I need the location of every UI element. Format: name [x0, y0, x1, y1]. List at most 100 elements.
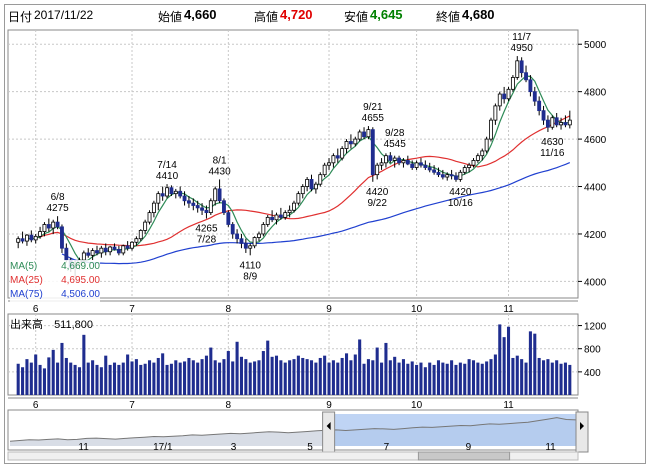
volume-bar: [345, 353, 349, 395]
volume-bar: [555, 360, 559, 395]
volume-bar: [235, 341, 239, 395]
volume-bar: [309, 360, 314, 395]
candle-body: [95, 250, 99, 254]
annotation-label: 7/14: [157, 160, 177, 171]
candle-body: [467, 164, 472, 168]
annotation-label: 4630: [541, 137, 564, 148]
candle-body: [309, 179, 314, 190]
volume-bar: [244, 359, 248, 395]
candle-body: [379, 162, 384, 166]
volume-title-value: 511,800: [54, 319, 94, 331]
volume-bar: [261, 351, 265, 395]
volume-bar: [428, 362, 432, 395]
annotation-label: 4275: [46, 203, 69, 214]
volume-bar: [393, 356, 397, 395]
volume-bar: [25, 359, 29, 395]
volume-bar: [362, 363, 366, 395]
price-month-label: 9: [326, 304, 332, 315]
volume-bar: [248, 362, 252, 395]
candle-body: [375, 164, 380, 176]
volume-bar: [204, 355, 208, 395]
candle-body: [257, 233, 261, 238]
volume-bar: [340, 357, 344, 395]
volume-bar: [21, 367, 25, 395]
volume-bar: [253, 361, 257, 395]
candle-body: [191, 202, 196, 206]
volume-bar: [82, 334, 86, 395]
candle-body: [388, 155, 393, 161]
overview-right-handle[interactable]: [575, 411, 589, 453]
overview-left-handle[interactable]: [322, 411, 336, 453]
volume-bar: [91, 360, 95, 395]
volume-bar: [450, 360, 454, 395]
volume-bar: [112, 362, 117, 395]
volume-bar: [279, 360, 283, 395]
candle-body: [99, 247, 104, 254]
candle-body: [384, 155, 388, 164]
ma25-line: [31, 115, 571, 247]
volume-bar: [283, 362, 287, 395]
ma-legend-item: MA(5) 4,669.00: [10, 260, 100, 274]
volume-bar: [143, 363, 147, 395]
candle-body: [340, 148, 345, 159]
annotation-label: 4410: [156, 171, 179, 182]
candle-body: [195, 205, 200, 209]
candle-body: [419, 162, 423, 166]
volume-bar: [104, 355, 108, 395]
candle-body: [261, 224, 266, 235]
annotation-label: 8/9: [243, 271, 257, 282]
candle-body: [90, 250, 95, 256]
open-label: 始値: [158, 10, 183, 24]
candle-body: [226, 212, 231, 225]
high-label: 高値: [254, 10, 279, 24]
volume-bar: [69, 362, 73, 395]
volume-bar: [34, 354, 38, 395]
candle-body: [524, 72, 528, 81]
annotation-label: 4420: [366, 187, 389, 198]
overview-scrollbar-thumb[interactable]: [417, 451, 511, 461]
candle-body: [405, 160, 410, 165]
annotation-label: 10/16: [448, 198, 473, 209]
annotation-label: 4545: [384, 139, 407, 150]
candle-body: [519, 60, 524, 74]
volume-bar: [493, 354, 497, 395]
candle-body: [532, 91, 537, 102]
volume-bar: [388, 360, 392, 395]
volume-bar: [546, 359, 550, 395]
candle-body: [427, 167, 432, 171]
annotation-label: 4655: [362, 113, 385, 124]
candle-body: [16, 238, 21, 243]
candle-body: [248, 245, 253, 249]
candle-body: [410, 163, 415, 168]
candle-body: [392, 157, 397, 161]
volume-bar: [270, 356, 274, 395]
candle-body: [550, 117, 555, 128]
candle-body: [46, 224, 51, 229]
ma-legend-label: MA(25): [10, 275, 43, 286]
volume-bar: [397, 362, 401, 395]
volume-bar: [95, 364, 99, 395]
candle-body: [151, 202, 156, 214]
volume-bar: [296, 355, 300, 395]
volume-bar: [161, 353, 165, 395]
candle-body: [353, 138, 358, 145]
candle-body: [38, 231, 43, 237]
volume-bar: [47, 357, 51, 395]
volume-bar: [86, 362, 90, 395]
candle-body: [130, 241, 134, 249]
candle-body: [541, 110, 546, 121]
candle-body: [440, 174, 445, 178]
volume-bar: [528, 331, 532, 395]
price-month-label: 10: [411, 304, 423, 315]
volume-bar: [77, 367, 82, 395]
volume-bar: [231, 361, 235, 395]
candle-body: [313, 183, 318, 190]
candle-body: [300, 186, 305, 195]
volume-bar: [301, 357, 305, 395]
annotation-label: 4950: [511, 43, 534, 54]
candle-body: [252, 237, 257, 247]
volume-bar: [511, 357, 515, 395]
candle-body: [493, 105, 498, 121]
overview-scrollbar[interactable]: [7, 451, 579, 461]
overview-selection: [332, 414, 576, 446]
